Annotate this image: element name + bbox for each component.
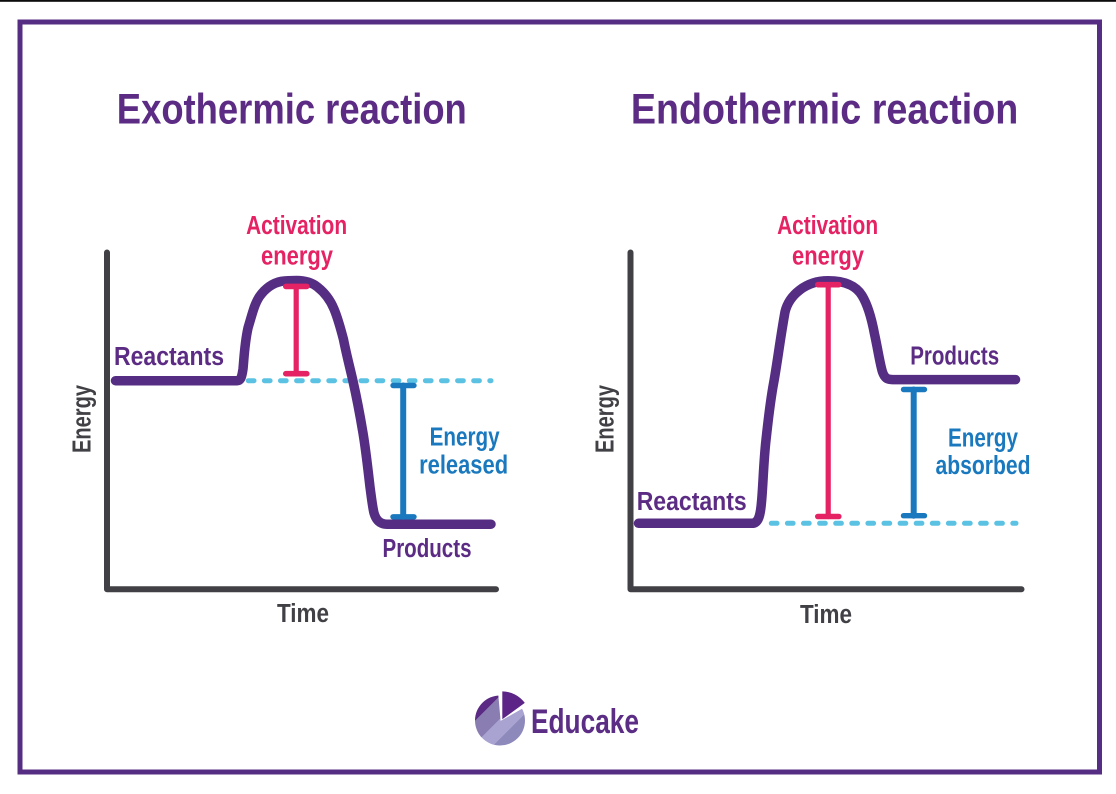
svg-text:Time: Time xyxy=(277,600,329,628)
svg-text:absorbed: absorbed xyxy=(936,452,1031,480)
svg-text:Reactants: Reactants xyxy=(637,488,747,516)
svg-text:Activation: Activation xyxy=(777,212,878,240)
svg-text:Time: Time xyxy=(800,601,852,629)
svg-text:Endothermic reaction: Endothermic reaction xyxy=(631,87,1019,134)
svg-text:Products: Products xyxy=(910,342,999,370)
svg-text:Energy: Energy xyxy=(592,384,620,453)
svg-text:Educake: Educake xyxy=(531,703,639,741)
svg-text:Energy: Energy xyxy=(430,423,501,451)
svg-text:Reactants: Reactants xyxy=(114,343,224,371)
svg-text:Exothermic reaction: Exothermic reaction xyxy=(117,87,467,134)
svg-text:Energy: Energy xyxy=(69,384,97,453)
svg-text:energy: energy xyxy=(792,243,865,271)
svg-text:released: released xyxy=(419,452,508,480)
svg-text:Activation: Activation xyxy=(246,212,347,240)
svg-text:Products: Products xyxy=(383,535,472,563)
svg-text:Energy: Energy xyxy=(948,424,1019,452)
svg-text:energy: energy xyxy=(261,243,334,271)
